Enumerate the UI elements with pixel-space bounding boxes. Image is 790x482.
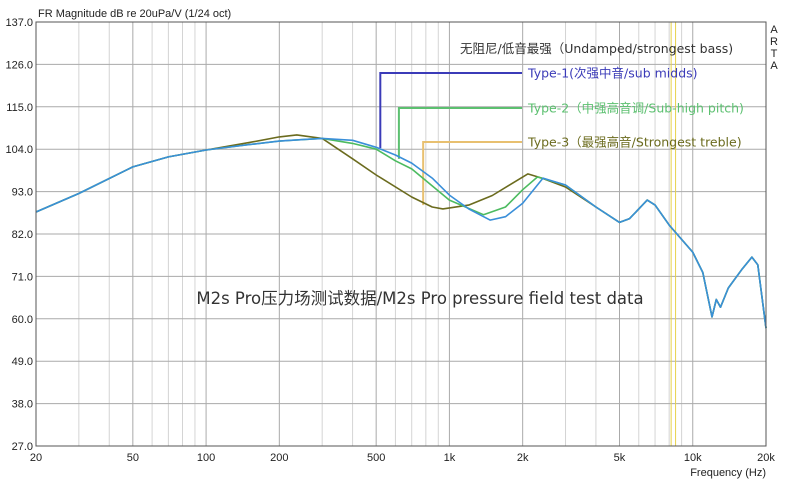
y-tick-label: 126.0 [5,59,33,71]
x-tick-label: 50 [127,452,139,464]
x-tick-label: 10k [684,452,702,464]
plot-frame [35,21,767,447]
legend-markers [379,22,677,446]
y-tick-label: 115.0 [6,102,33,114]
legend-leader-line [422,141,522,206]
annotation-text: M2s Pro压力场测试数据/M2s Pro pressure field te… [196,289,643,308]
chart-title: FR Magnitude dB re 20uPa/V (1/24 oct) [38,8,231,20]
arta-letter: A [770,60,778,72]
legend: Type-1(次强中音/sub midds) Type-2（中强高音调/Sub-h… [527,66,744,150]
y-tick-label: 93.0 [12,187,33,199]
x-tick-label: 500 [367,452,385,464]
y-tick-label: 38.0 [12,399,33,411]
legend-label: Type-3（最强高音/Strongest treble) [527,135,742,150]
y-tick-label: 137.0 [5,17,33,29]
x-tick-label: 20 [30,452,42,464]
legend-leader-line [379,72,522,149]
legend-label: Type-2（中强高音调/Sub-high pitch) [527,101,744,116]
y-tick-label: 104.0 [5,144,33,156]
y-tick-label: 49.0 [12,356,33,368]
curves [35,134,767,329]
y-tick-label: 71.0 [12,271,33,283]
y-tick-label: 27.0 [12,441,33,453]
legend-heading: 无阻尼/低音最强（Undamped/strongest bass) [460,41,733,56]
legend-leader-line [397,107,522,159]
legend-label: Type-1(次强中音/sub midds) [527,66,698,81]
grid [36,21,766,447]
tick-labels: 20 50 100 200 500 1k 2k 5k 10k 20k 137.0 126.0 115.0… [5,17,775,464]
x-tick-label: 20k [757,452,775,464]
arta-letter: A [770,24,778,36]
x-tick-label: 200 [270,452,288,464]
x-tick-label: 1k [444,452,456,464]
arta-letter: T [771,48,778,60]
x-tick-label: 2k [517,452,529,464]
x-tick-label: 100 [197,452,215,464]
x-axis-label: Frequency (Hz) [690,467,766,479]
y-tick-label: 60.0 [12,314,33,326]
y-tick-label: 82.0 [12,229,33,241]
arta-letter: R [770,36,778,48]
series-line [35,137,767,329]
x-tick-label: 5k [614,452,626,464]
